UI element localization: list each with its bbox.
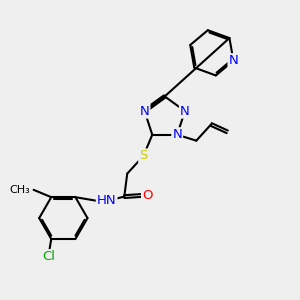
Text: CH₃: CH₃ [9,185,30,195]
Text: H: H [99,195,107,208]
Text: S: S [139,149,148,163]
Text: N: N [172,128,182,141]
Text: HN: HN [97,194,116,207]
Text: N: N [229,54,238,67]
Text: N: N [140,105,149,118]
Text: N: N [180,105,190,118]
Text: O: O [142,189,152,202]
Text: Cl: Cl [42,250,55,263]
